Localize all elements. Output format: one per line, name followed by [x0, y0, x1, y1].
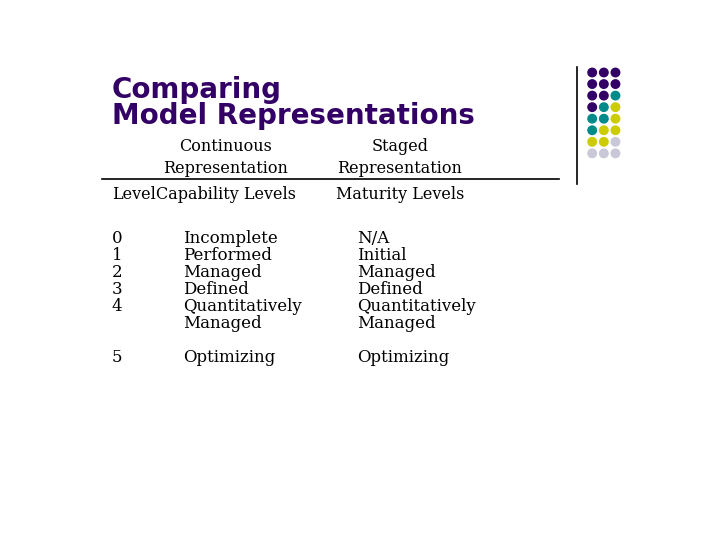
Text: Comparing: Comparing: [112, 76, 282, 104]
Circle shape: [611, 114, 620, 123]
Circle shape: [600, 80, 608, 88]
Text: Managed: Managed: [183, 264, 261, 281]
Text: Defined: Defined: [183, 281, 248, 298]
Text: Managed: Managed: [183, 315, 261, 332]
Text: 4: 4: [112, 298, 122, 315]
Circle shape: [600, 114, 608, 123]
Circle shape: [600, 149, 608, 158]
Text: 0: 0: [112, 231, 122, 247]
Circle shape: [588, 80, 596, 88]
Circle shape: [600, 68, 608, 77]
Circle shape: [600, 138, 608, 146]
Text: Quantitatively: Quantitatively: [183, 298, 302, 315]
Text: Optimizing: Optimizing: [183, 349, 275, 366]
Circle shape: [588, 126, 596, 134]
Text: N/A: N/A: [357, 231, 390, 247]
Text: Continuous
Representation: Continuous Representation: [163, 138, 288, 177]
Text: Capability Levels: Capability Levels: [156, 186, 296, 204]
Circle shape: [611, 103, 620, 111]
Text: Quantitatively: Quantitatively: [357, 298, 476, 315]
Text: 2: 2: [112, 264, 122, 281]
Text: Managed: Managed: [357, 315, 436, 332]
Circle shape: [611, 138, 620, 146]
Circle shape: [588, 149, 596, 158]
Text: Initial: Initial: [357, 247, 407, 264]
Circle shape: [600, 103, 608, 111]
Circle shape: [611, 68, 620, 77]
Circle shape: [611, 80, 620, 88]
Circle shape: [588, 114, 596, 123]
Circle shape: [588, 103, 596, 111]
Text: 3: 3: [112, 281, 122, 298]
Circle shape: [588, 68, 596, 77]
Circle shape: [588, 91, 596, 100]
Circle shape: [588, 138, 596, 146]
Circle shape: [600, 91, 608, 100]
Text: 5: 5: [112, 349, 122, 366]
Circle shape: [600, 126, 608, 134]
Text: Maturity Levels: Maturity Levels: [336, 186, 464, 204]
Text: Staged
Representation: Staged Representation: [338, 138, 462, 177]
Text: Defined: Defined: [357, 281, 423, 298]
Text: Model Representations: Model Representations: [112, 102, 474, 130]
Circle shape: [611, 91, 620, 100]
Text: Performed: Performed: [183, 247, 272, 264]
Text: Managed: Managed: [357, 264, 436, 281]
Text: Level: Level: [112, 186, 156, 204]
Circle shape: [611, 149, 620, 158]
Text: 1: 1: [112, 247, 122, 264]
Text: Incomplete: Incomplete: [183, 231, 278, 247]
Text: Optimizing: Optimizing: [357, 349, 449, 366]
Circle shape: [611, 126, 620, 134]
